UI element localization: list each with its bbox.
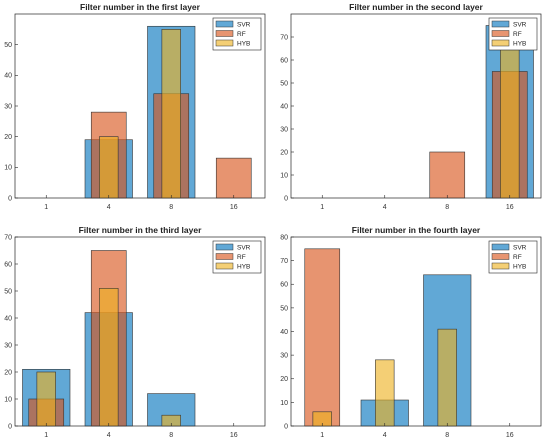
legend-label-rf: RF xyxy=(513,31,522,38)
bar-hyb-8 xyxy=(161,29,181,199)
legend-swatch-svr xyxy=(215,20,234,28)
x-tick-label: 4 xyxy=(107,432,111,439)
legend-label-hyb: HYB xyxy=(513,264,526,271)
bar-hyb-4 xyxy=(99,136,119,199)
x-tick-label: 8 xyxy=(169,432,173,439)
y-tick-label: 70 xyxy=(280,258,288,265)
legend-swatch-svr xyxy=(215,243,234,251)
y-tick-label: 30 xyxy=(280,353,288,360)
bar-hyb-16 xyxy=(500,25,520,199)
x-tick-label: 1 xyxy=(44,432,48,439)
legend-label-svr: SVR xyxy=(513,22,527,29)
legend-label-rf: RF xyxy=(513,254,522,261)
y-tick-label: 10 xyxy=(280,400,288,407)
y-tick-label: 60 xyxy=(280,282,288,289)
legend-label-svr: SVR xyxy=(237,22,251,29)
chart-title: Filter number in the second layer xyxy=(349,2,483,12)
y-tick-label: 20 xyxy=(4,134,12,141)
legend-label-svr: SVR xyxy=(237,245,251,252)
legend-label-hyb: HYB xyxy=(237,264,250,271)
y-tick-label: 40 xyxy=(4,315,12,322)
x-tick-label: 1 xyxy=(320,432,324,439)
y-tick-label: 60 xyxy=(280,57,288,64)
y-tick-label: 20 xyxy=(280,149,288,156)
bar-hyb-4 xyxy=(375,359,395,427)
chart-title: Filter number in the first layer xyxy=(80,2,201,12)
legend-label-hyb: HYB xyxy=(237,41,250,48)
legend-swatch-svr xyxy=(491,20,510,28)
y-tick-label: 10 xyxy=(280,172,288,179)
legend-swatch-hyb xyxy=(215,39,234,47)
legend: SVR RF HYB xyxy=(212,240,262,274)
legend-swatch-rf xyxy=(491,253,510,260)
x-tick-label: 8 xyxy=(169,204,173,211)
y-tick-label: 40 xyxy=(4,73,12,80)
y-tick-label: 10 xyxy=(4,396,12,403)
chart-panel-2: 0 10 20 30 40 50 60 70 1 4 8 16 Filter number in the… xyxy=(280,2,542,211)
bar-rf-1 xyxy=(304,248,341,427)
y-tick-label: 60 xyxy=(4,261,12,268)
y-tick-label: 30 xyxy=(4,342,12,349)
y-tick-label: 30 xyxy=(280,126,288,133)
y-tick-label: 0 xyxy=(8,195,12,202)
y-tick-label: 70 xyxy=(280,34,288,41)
legend-swatch-hyb xyxy=(491,39,510,47)
chart-panel-3: 0 10 20 30 40 50 60 70 1 4 8 16 Filter number in the… xyxy=(4,225,266,439)
x-tick-label: 4 xyxy=(107,204,111,211)
y-tick-label: 50 xyxy=(280,80,288,87)
legend: SVR RF HYB xyxy=(212,17,262,51)
x-tick-label: 8 xyxy=(445,204,449,211)
y-tick-label: 20 xyxy=(280,376,288,383)
bar-rf-8 xyxy=(429,151,466,199)
chart-panel-4: 0 10 20 30 40 50 60 70 80 1 4 8 16 Filter number in t… xyxy=(280,225,542,439)
legend-label-hyb: HYB xyxy=(513,41,526,48)
legend-label-rf: RF xyxy=(237,254,246,261)
y-tick-label: 10 xyxy=(4,165,12,172)
x-tick-label: 1 xyxy=(320,204,324,211)
bar-hyb-8 xyxy=(437,328,457,427)
y-tick-label: 50 xyxy=(4,288,12,295)
x-tick-label: 16 xyxy=(230,204,238,211)
x-tick-label: 16 xyxy=(506,432,514,439)
legend: SVR RF HYB xyxy=(488,17,538,51)
y-tick-label: 0 xyxy=(284,423,288,430)
legend-swatch-svr xyxy=(491,243,510,251)
y-tick-label: 0 xyxy=(8,423,12,430)
chart-title: Filter number in the fourth layer xyxy=(352,225,481,235)
bar-hyb-1 xyxy=(36,371,56,427)
x-tick-label: 4 xyxy=(383,432,387,439)
legend: SVR RF HYB xyxy=(488,240,538,274)
bar-rf-16 xyxy=(215,157,252,199)
legend-swatch-rf xyxy=(491,30,510,37)
legend-swatch-rf xyxy=(215,253,234,260)
x-tick-label: 16 xyxy=(230,432,238,439)
y-tick-label: 80 xyxy=(280,234,288,241)
y-tick-label: 50 xyxy=(4,42,12,49)
legend-swatch-hyb xyxy=(491,262,510,270)
x-tick-label: 1 xyxy=(44,204,48,211)
y-tick-label: 20 xyxy=(4,369,12,376)
y-tick-label: 30 xyxy=(4,103,12,110)
y-tick-label: 40 xyxy=(280,329,288,336)
bar-hyb-4 xyxy=(99,287,119,427)
y-tick-label: 50 xyxy=(280,305,288,312)
chart-panel-1: 0 10 20 30 40 50 1 4 8 16 Filter number in the fir… xyxy=(4,2,266,211)
legend-label-rf: RF xyxy=(237,31,246,38)
y-tick-label: 70 xyxy=(4,234,12,241)
y-tick-label: 0 xyxy=(284,195,288,202)
x-tick-label: 8 xyxy=(445,432,449,439)
legend-label-svr: SVR xyxy=(513,245,527,252)
legend-swatch-hyb xyxy=(215,262,234,270)
y-tick-label: 40 xyxy=(280,103,288,110)
legend-swatch-rf xyxy=(215,30,234,37)
x-tick-label: 16 xyxy=(506,204,514,211)
chart-title: Filter number in the third layer xyxy=(79,225,202,235)
x-tick-label: 4 xyxy=(383,204,387,211)
